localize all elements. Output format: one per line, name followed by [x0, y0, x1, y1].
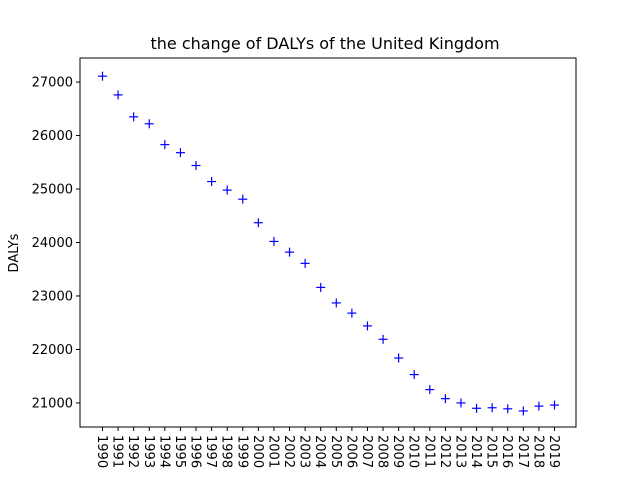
x-tick-label: 2017: [515, 435, 530, 468]
data-point: [113, 90, 123, 100]
data-point: [331, 298, 341, 308]
x-tick-label: 1992: [125, 435, 140, 468]
x-tick-label: 1998: [219, 435, 234, 468]
x-tick-label: 2000: [250, 435, 265, 468]
data-point: [347, 308, 357, 318]
x-tick-label: 2007: [359, 435, 374, 468]
x-tick-label: 2010: [406, 435, 421, 468]
data-point: [487, 403, 497, 413]
x-tick-label: 2004: [312, 435, 327, 468]
x-tick-label: 2016: [499, 435, 514, 468]
data-point: [300, 258, 310, 268]
y-tick-label: 21000: [32, 396, 73, 411]
y-tick-label: 24000: [32, 236, 73, 251]
data-point: [175, 148, 185, 158]
data-point: [160, 140, 170, 150]
x-tick-label: 1996: [188, 435, 203, 468]
data-point: [98, 71, 107, 81]
x-tick-label: 2003: [297, 435, 312, 468]
y-tick-label: 26000: [32, 129, 73, 144]
x-tick-label: 2002: [281, 435, 296, 468]
data-point: [550, 400, 559, 410]
data-point: [144, 119, 154, 129]
data-point: [316, 282, 326, 292]
x-tick-label: 2019: [546, 435, 561, 468]
x-tick-label: 1997: [203, 435, 218, 468]
data-point: [222, 185, 232, 195]
data-points: [98, 71, 559, 416]
x-tick-label: 2001: [265, 435, 280, 468]
y-tick-label: 27000: [32, 76, 73, 91]
y-axis: 21000 22000 23000 24000 25000 26000 27000: [32, 76, 80, 411]
data-point: [362, 321, 372, 331]
x-tick-label: 2006: [343, 435, 358, 468]
data-point: [456, 398, 466, 408]
x-tick-label: 2005: [328, 435, 343, 468]
x-tick-label: 2008: [375, 435, 390, 468]
y-axis-label: DALYs: [7, 233, 22, 272]
data-point: [472, 403, 482, 413]
data-point: [378, 334, 388, 344]
data-point: [129, 112, 139, 122]
data-point: [534, 401, 544, 411]
x-tick-label: 2013: [452, 435, 467, 468]
y-tick-label: 22000: [32, 343, 73, 358]
x-tick-label: 2018: [530, 435, 545, 468]
data-point: [503, 404, 513, 414]
x-tick-label: 1993: [141, 435, 156, 468]
y-tick-label: 25000: [32, 183, 73, 198]
y-tick-label: 23000: [32, 289, 73, 304]
x-axis: 1990 1991 1992 1993 1994 1995 1996 1997 1998 1999…: [94, 427, 561, 468]
data-point: [191, 160, 201, 170]
x-tick-label: 2014: [468, 435, 483, 468]
x-tick-label: 1991: [110, 435, 125, 468]
plot-frame: [79, 57, 577, 428]
data-point: [440, 394, 450, 404]
data-point: [518, 406, 528, 416]
x-tick-label: 2015: [484, 435, 499, 468]
data-point: [285, 247, 295, 257]
x-tick-label: 2011: [421, 435, 436, 468]
x-tick-label: 1990: [94, 435, 109, 468]
data-point: [253, 218, 263, 228]
data-point: [394, 353, 404, 363]
data-point: [238, 194, 248, 204]
data-point: [409, 370, 419, 380]
x-tick-label: 1999: [234, 435, 249, 468]
data-point: [207, 177, 217, 187]
chart-title: the change of DALYs of the United Kingdo…: [150, 34, 499, 53]
x-tick-label: 1995: [172, 435, 187, 468]
x-tick-label: 2012: [437, 435, 452, 468]
data-point: [269, 236, 279, 246]
x-tick-label: 1994: [156, 435, 171, 468]
x-tick-label: 2009: [390, 435, 405, 468]
data-point: [425, 385, 435, 395]
